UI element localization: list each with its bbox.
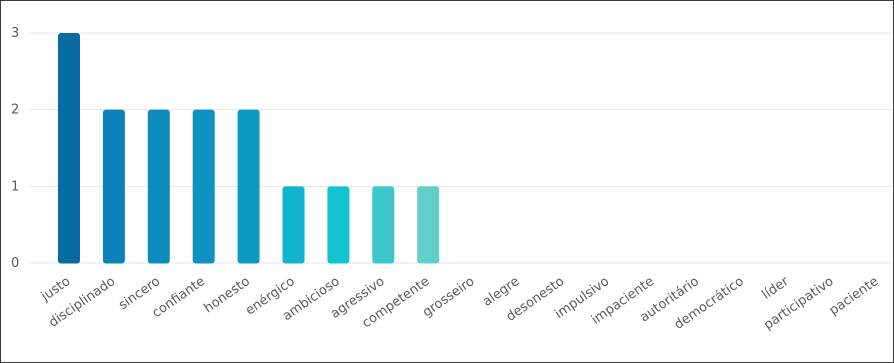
x-axis-labels: justodisciplinadosinceroconfiantehonesto… — [38, 274, 882, 333]
x-tick-label: líder — [759, 274, 792, 303]
x-tick-label: paciente — [827, 274, 882, 319]
bar-ambicioso[interactable] — [327, 186, 350, 264]
bar-justo[interactable] — [58, 33, 80, 264]
y-tick-label: 1 — [11, 179, 19, 194]
y-axis-ticks: 0 1 2 3 — [11, 26, 19, 271]
bar-sincero[interactable] — [147, 109, 170, 264]
bar-competente[interactable] — [417, 186, 440, 264]
bar-confiante[interactable] — [192, 109, 215, 264]
bar-disciplinado[interactable] — [102, 109, 125, 264]
bar-agressivo[interactable] — [372, 186, 395, 264]
y-tick-label: 2 — [11, 103, 19, 118]
y-tick-label: 3 — [11, 26, 19, 41]
grid-layer — [29, 32, 891, 264]
bar-honesto[interactable] — [237, 109, 260, 264]
y-tick-label: 0 — [11, 256, 19, 271]
bar-enérgico[interactable] — [282, 186, 305, 264]
x-tick-label: justo — [38, 274, 73, 305]
bars — [58, 33, 440, 264]
